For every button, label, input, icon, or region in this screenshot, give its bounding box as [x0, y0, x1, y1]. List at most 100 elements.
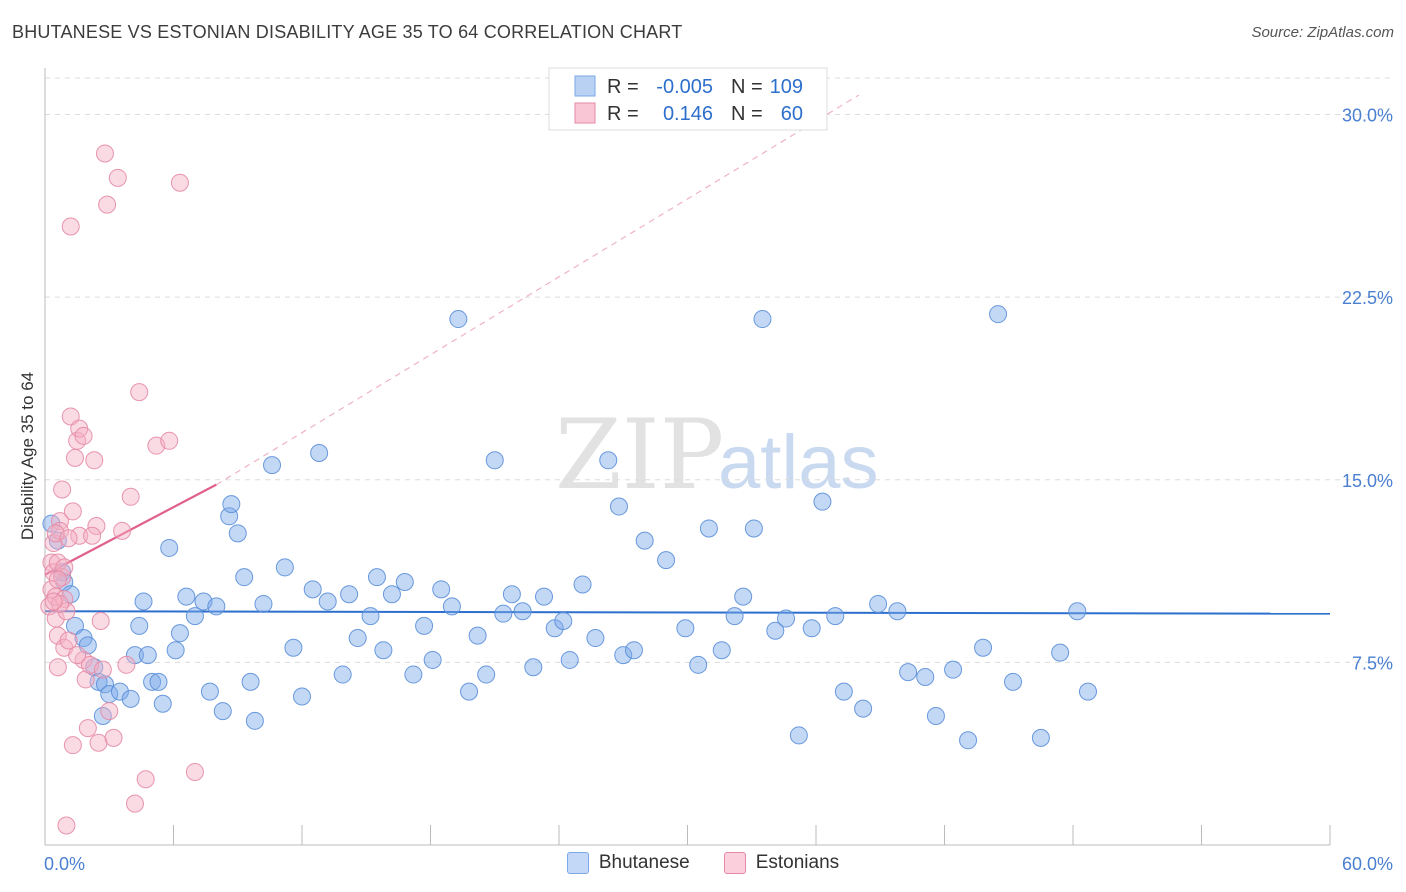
estonians-trend-extension [216, 94, 860, 486]
legend-r-label-2: R = [607, 103, 639, 125]
legend-n-label-1: N = [731, 76, 763, 98]
bhutanese-point [573, 575, 592, 594]
bhutanese-point [138, 646, 157, 665]
bhutanese-point [485, 451, 504, 470]
estonians-point [57, 602, 76, 621]
bhutanese-point [200, 682, 219, 701]
estonians-point [98, 195, 117, 214]
bhutanese-point [699, 519, 718, 538]
bhutanese-point [213, 702, 232, 721]
bhutanese-point [415, 616, 434, 635]
bhutanese-point [170, 624, 189, 643]
legend-label-estonians: Estonians [755, 852, 840, 873]
bhutanese-point [753, 310, 772, 329]
estonians-point [121, 487, 140, 506]
estonians-point [50, 512, 69, 531]
bhutanese-point [160, 538, 179, 557]
bhutanese-point [1031, 728, 1050, 747]
bhutanese-point [460, 682, 479, 701]
bhutanese-point [826, 607, 845, 626]
estonians-point [185, 762, 204, 781]
bhutanese-point [657, 551, 676, 570]
estonians-point [136, 770, 155, 789]
estonians-point [78, 719, 97, 738]
bhutanese-point [1068, 602, 1087, 621]
bhutanese-point [712, 641, 731, 660]
bhutanese-point [959, 731, 978, 750]
bhutanese-point [263, 456, 282, 475]
legend-label-bhutanese: Bhutanese [598, 852, 690, 873]
bhutanese-point [899, 663, 918, 682]
bhutanese-point [166, 641, 185, 660]
bhutanese-point [974, 638, 993, 657]
bhutanese-point [614, 646, 633, 665]
estonians-point [48, 570, 67, 589]
legend-n-label-2: N = [731, 103, 763, 125]
bhutanese-point [361, 607, 380, 626]
estonians-point [61, 407, 80, 426]
estonians-point [125, 794, 144, 813]
bhutanese-point [766, 621, 785, 640]
bhutanese-point [916, 667, 935, 686]
bhutanese-point [477, 665, 496, 684]
legend-r-value-2: 0.146 [663, 103, 713, 125]
estonians-point [59, 529, 78, 548]
estonians-point [74, 426, 93, 445]
estonians-point [63, 502, 82, 521]
legend-item-estonians: Estonians [723, 852, 840, 874]
estonians-point [104, 728, 123, 747]
bhutanese-point [382, 585, 401, 604]
bhutanese-point [134, 592, 153, 611]
bhutanese-point [599, 451, 618, 470]
bhutanese-point [926, 706, 945, 725]
bhutanese-point [535, 587, 554, 606]
y-axis-label: Disability Age 35 to 64 [18, 372, 37, 540]
bhutanese-point [275, 558, 294, 577]
y-tick-label: 15.0% [1342, 471, 1393, 491]
bhutanese-point [110, 682, 129, 701]
legend-r-value-1: -0.005 [656, 76, 713, 98]
bhutanese-point [395, 573, 414, 592]
bhutanese-point [310, 443, 329, 462]
y-tick-label: 22.5% [1342, 288, 1393, 308]
bhutanese-point [1078, 682, 1097, 701]
bhutanese-point [734, 587, 753, 606]
estonians-point [61, 217, 80, 236]
estonians-point [100, 702, 119, 721]
bhutanese-point [185, 607, 204, 626]
bhutanese-point [95, 675, 114, 694]
watermark-atlas: atlas [718, 420, 879, 505]
estonians-point [117, 655, 136, 674]
bhutanese-point [554, 611, 573, 630]
bhutanese-point [609, 497, 628, 516]
estonians-point [68, 646, 87, 665]
bhutanese-point [442, 597, 461, 616]
legend-n-value-1: 109 [770, 76, 803, 98]
estonians-point [57, 816, 76, 835]
bhutanese-point [348, 629, 367, 648]
bhutanese-point [813, 492, 832, 511]
bhutanese-point [153, 694, 172, 713]
legend-n-value-2: 60 [781, 103, 803, 125]
bhutanese-point [374, 641, 393, 660]
bhutanese-point [513, 602, 532, 621]
bhutanese-point [207, 597, 226, 616]
bhutanese-point [284, 638, 303, 657]
bhutanese-point [635, 531, 654, 550]
bhutanese-point [404, 665, 423, 684]
bhutanese-point [725, 607, 744, 626]
bhutanese-point [241, 672, 260, 691]
chart-title: BHUTANESE VS ESTONIAN DISABILITY AGE 35 … [12, 22, 683, 42]
bhutanese-point [177, 587, 196, 606]
estonians-point [59, 631, 78, 650]
bhutanese-point [494, 604, 513, 623]
bhutanese-point [854, 699, 873, 718]
estonians-point [63, 736, 82, 755]
estonians-point [89, 733, 108, 752]
bhutanese-swatch [566, 852, 589, 874]
source-credit: Source: ZipAtlas.com [1251, 24, 1394, 41]
estonians-point [160, 431, 179, 450]
x-tick-label-max: 60.0% [1342, 854, 1393, 874]
estonians-point [53, 480, 72, 499]
